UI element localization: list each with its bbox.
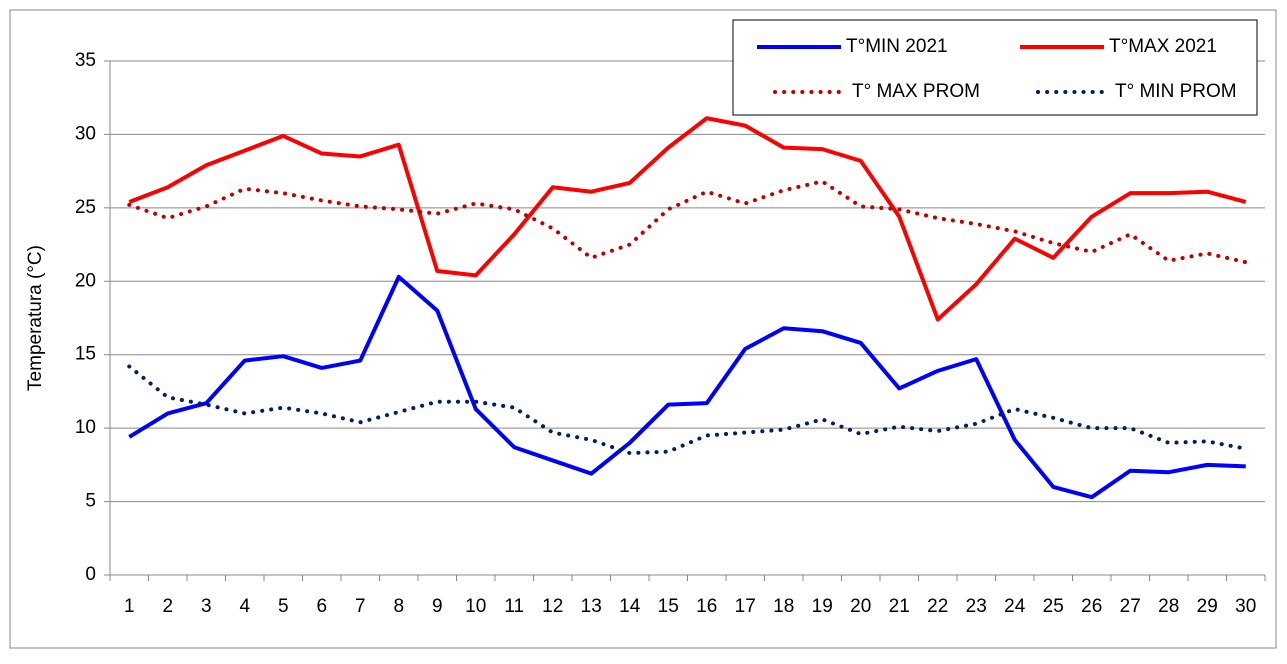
x-tick-label: 3 [201,596,212,617]
x-tick-label: 8 [393,596,404,617]
x-tick-label: 23 [966,596,987,617]
x-tick-label: 10 [465,596,486,617]
x-tick-label: 29 [1197,596,1218,617]
legend-label: T° MAX PROM [852,81,980,102]
y-tick-label: 10 [75,417,96,438]
x-tick-label: 19 [812,596,833,617]
x-tick-label: 2 [162,596,173,617]
chart-border [9,9,1277,649]
legend-box [732,19,1258,116]
series-line [127,179,1248,265]
y-tick-label: 35 [75,50,96,71]
y-tick-label: 20 [75,270,96,291]
x-tick-label: 1 [124,596,135,617]
y-tick-label: 15 [75,344,96,365]
x-tick-label: 25 [1043,596,1064,617]
x-tick-label: 28 [1158,596,1179,617]
x-tick-label: 18 [773,596,794,617]
x-tick-label: 14 [619,596,641,617]
x-tick-label: 12 [542,596,563,617]
series-line [128,116,1247,322]
y-tick-label: 5 [85,491,96,512]
x-tick-label: 30 [1235,596,1256,617]
x-tick-label: 11 [504,596,524,617]
x-tick-label: 16 [696,596,717,617]
x-tick-label: 5 [278,596,289,617]
y-tick-label: 0 [85,564,96,585]
x-tick-label: 17 [735,596,756,617]
x-tick-label: 4 [239,596,250,617]
x-tick-label: 15 [658,596,679,617]
x-tick-label: 6 [316,596,327,617]
legend-label: T° MIN PROM [1115,81,1237,102]
x-tick-label: 9 [432,596,443,617]
y-tick-label: 30 [75,123,96,144]
legend-label: T°MIN 2021 [846,36,948,57]
series-line [128,274,1246,500]
series-line [127,364,1248,456]
y-tick-label: 25 [75,197,96,218]
x-tick-label: 24 [1004,596,1026,617]
x-tick-label: 21 [889,596,910,617]
x-tick-label: 26 [1081,596,1102,617]
y-axis-label: Temperatura (°C) [25,245,46,391]
x-tick-label: 27 [1120,596,1141,617]
x-tick-label: 20 [850,596,871,617]
x-tick-label: 13 [581,596,602,617]
x-tick-label: 22 [927,596,948,617]
legend-label: T°MAX 2021 [1109,36,1217,57]
x-tick-label: 7 [355,596,366,617]
